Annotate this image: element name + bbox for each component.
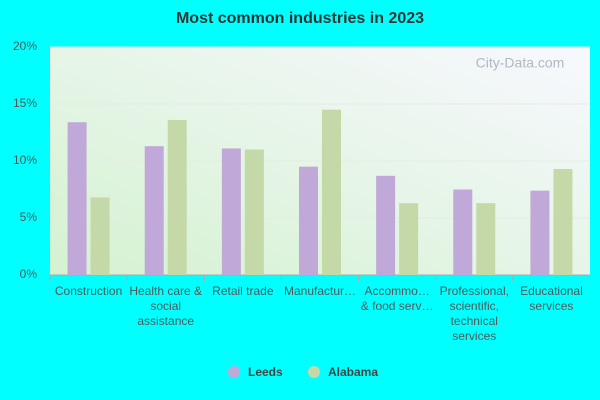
y-tick-label: 5%: [20, 210, 38, 224]
bar: [299, 166, 318, 275]
x-tick-label: Construction: [54, 284, 123, 298]
bar: [476, 203, 496, 275]
bar: [244, 149, 264, 275]
legend-swatch: [308, 366, 320, 378]
bar: [90, 197, 110, 275]
bar: [530, 190, 550, 275]
bar: [453, 189, 473, 275]
legend-label: Alabama: [328, 365, 378, 379]
chart-title: Most common industries in 2023: [176, 10, 424, 27]
y-tick-label: 20%: [13, 39, 37, 53]
x-tick-label: Health care & social assistance: [129, 284, 203, 328]
bar: [144, 146, 164, 275]
bar: [221, 148, 241, 275]
bar: [376, 175, 396, 275]
x-tick-label: Professional, scientific, technical serv…: [439, 284, 509, 343]
x-tick-label: Manufactur…: [283, 284, 357, 298]
y-tick-label: 15%: [13, 96, 37, 110]
watermark: City-Data.com: [476, 55, 565, 71]
x-tick-label: Accommo… & food serv…: [360, 284, 434, 313]
x-tick-label: Educational services: [520, 284, 583, 313]
legend-label: Leeds: [248, 365, 283, 379]
x-tick-label: Retail trade: [212, 284, 274, 298]
bar: [399, 203, 419, 275]
bar: [553, 168, 573, 275]
bar: [322, 109, 341, 275]
y-tick-label: 10%: [13, 153, 37, 167]
bar: [167, 119, 187, 276]
bar: [67, 122, 87, 276]
y-tick-label: 0%: [20, 267, 38, 281]
legend-swatch: [228, 366, 240, 378]
